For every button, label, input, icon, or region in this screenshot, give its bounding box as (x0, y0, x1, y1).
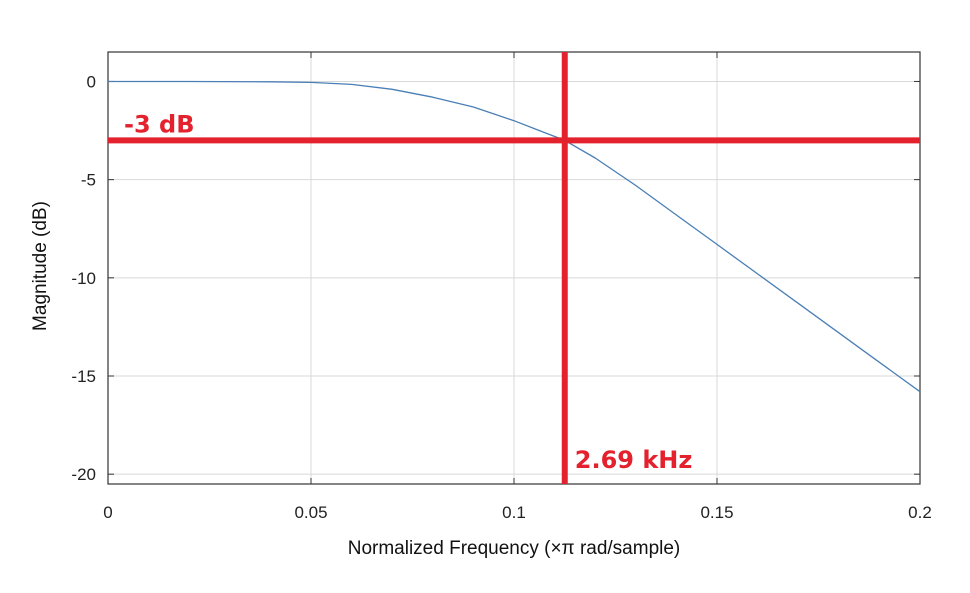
y-tick-label: -20 (71, 465, 96, 484)
x-tick-label: 0.2 (908, 503, 932, 522)
y-axis-label: Magnitude (dB) (30, 201, 51, 331)
x-tick-label: 0.05 (294, 503, 327, 522)
x-tick-label: 0.15 (700, 503, 733, 522)
y-tick-label: 0 (87, 72, 96, 91)
axis-ticks: 0 0.05 0.1 0.15 0.2 0 -5 -10 -15 -20 (71, 52, 932, 522)
y-tick-label: -15 (71, 367, 96, 386)
annotation-label-cutoff: 2.69 kHz (575, 446, 693, 474)
annotation-label-db3: -3 dB (124, 110, 195, 138)
y-tick-label: -5 (81, 171, 96, 190)
x-tick-label: 0.1 (502, 503, 526, 522)
series-layer (108, 80, 921, 393)
annotation-layer: -3 dB 2.69 kHz (108, 52, 920, 484)
x-tick-label: 0 (103, 503, 112, 522)
series-line (108, 80, 921, 393)
y-tick-label: -10 (71, 269, 96, 288)
x-axis-label: Normalized Frequency (×π rad/sample) (348, 538, 681, 559)
